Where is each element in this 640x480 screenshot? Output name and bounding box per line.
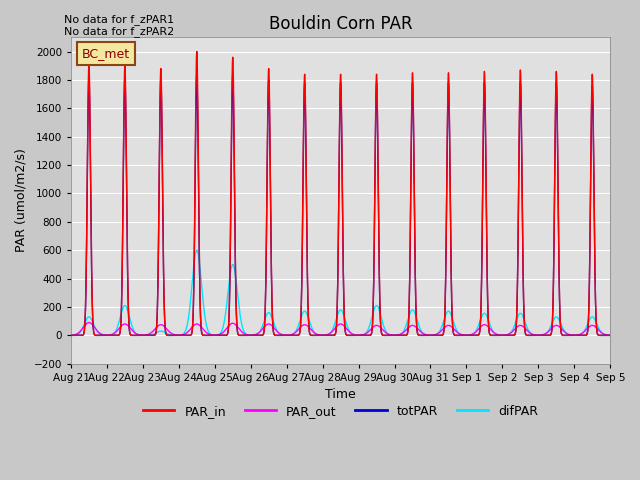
Text: No data for f_zPAR2: No data for f_zPAR2 xyxy=(64,25,174,36)
Text: No data for f_zPAR1: No data for f_zPAR1 xyxy=(64,13,174,24)
Title: Bouldin Corn PAR: Bouldin Corn PAR xyxy=(269,15,412,33)
X-axis label: Time: Time xyxy=(325,388,356,401)
Legend: PAR_in, PAR_out, totPAR, difPAR: PAR_in, PAR_out, totPAR, difPAR xyxy=(138,400,543,423)
Text: BC_met: BC_met xyxy=(82,47,130,60)
Y-axis label: PAR (umol/m2/s): PAR (umol/m2/s) xyxy=(15,149,28,252)
